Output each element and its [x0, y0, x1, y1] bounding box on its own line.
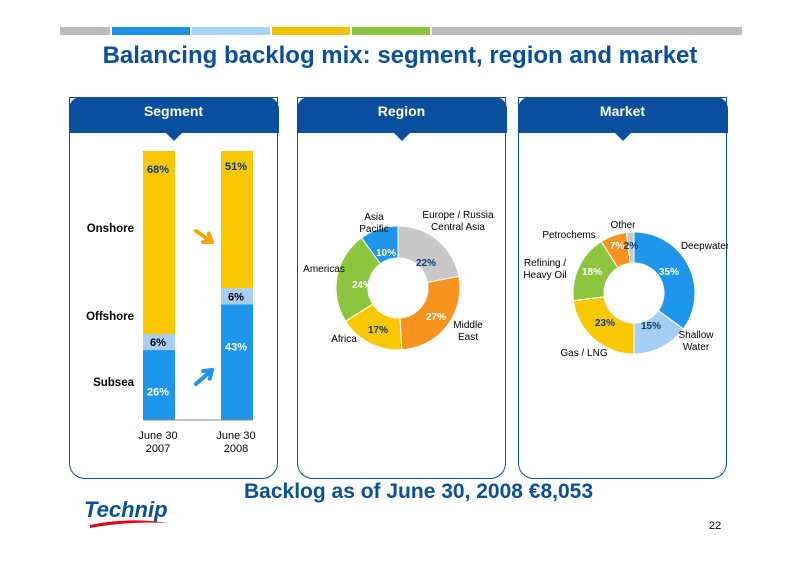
slide-title: Balancing backlog mix: segment, region a… [102, 42, 698, 69]
slice-name-label: Shallow Water [678, 330, 714, 353]
bar-offshore [143, 333, 175, 351]
bar-value-label: 43% [225, 342, 247, 354]
row-label-offshore: Offshore [86, 311, 134, 323]
bar-value-label: 26% [147, 387, 169, 399]
slice-pct-label: 10% [376, 248, 396, 259]
slice-pct-label: 23% [595, 318, 615, 329]
slice-pct-label: 18% [582, 267, 602, 278]
slice-pct-label: 2% [624, 241, 639, 252]
slice-name-label: Africa [331, 334, 357, 345]
slice-name-label: Petrochems [542, 230, 595, 241]
region-panel: Region Europe / Russia Central Asia 22% Mid… [296, 96, 507, 479]
logo-swoosh [90, 520, 168, 528]
donut-slice [360, 225, 399, 265]
slice-pct-label: 24% [352, 280, 372, 291]
top-bar-segment [192, 27, 270, 35]
slice-name-label: Other [610, 220, 636, 231]
top-bar-segment [432, 27, 742, 35]
donut-slice [399, 275, 461, 351]
segment-panel-header: Segment [68, 96, 279, 141]
region-donut-chart: Europe / Russia Central Asia 22% Middle East… [303, 210, 494, 351]
segment-bar-chart: 26% 43% 6% 6% 68% 51% Onshore Offshore Subsea Jun… [86, 151, 256, 455]
slice-pct-label: 7% [610, 241, 625, 252]
bar-onshore [143, 151, 175, 334]
technip-logo: Technip [84, 497, 168, 528]
slice-name-label: Middle East [453, 320, 483, 343]
bar-value-label: 6% [228, 291, 244, 303]
row-label-onshore: Onshore [87, 223, 134, 235]
region-header-label: Region [377, 102, 426, 119]
backlog-total: Backlog as of June 30, 2008 €8,053 [244, 480, 594, 503]
market-header-label: Market [599, 102, 646, 119]
market-donut-chart: Deepwater 35% Shallow Water 15% Gas / LNG 23% R… [523, 220, 728, 359]
slice-pct-label: 22% [416, 258, 436, 269]
bar-onshore [221, 151, 253, 289]
slice-pct-label: 15% [641, 321, 661, 332]
bar-value-label: 68% [147, 164, 169, 176]
slice-pct-label: 27% [426, 312, 446, 323]
donut-slice [397, 225, 460, 283]
slice-name-label: Asia Pacific [359, 212, 388, 235]
top-bar-segment [272, 27, 350, 35]
slice-name-label: Europe / Russia Central Asia [422, 210, 494, 233]
market-panel-header: Market [517, 96, 728, 141]
page-number: 22 [709, 520, 722, 532]
category-label: June 30 2007 [138, 430, 177, 455]
donut-slice [625, 231, 635, 264]
slice-name-label: Deepwater [681, 241, 728, 252]
slice-name-label: Gas / LNG [560, 348, 607, 359]
bar-value-label: 6% [150, 337, 166, 349]
trend-arrow-icon [194, 368, 214, 386]
segment-panel: Segment 26% 43% 6% 6% 68% 51% Onshore Offshore S… [68, 96, 279, 479]
bar-offshore [221, 288, 253, 305]
slice-pct-label: 35% [659, 267, 679, 278]
segment-header-label: Segment [143, 102, 204, 119]
top-bar-segment [60, 27, 110, 35]
region-panel-header: Region [296, 96, 507, 141]
donut-slice [633, 231, 696, 330]
donut-slice [335, 237, 382, 322]
bar-subsea [143, 350, 175, 420]
bar-value-label: 51% [225, 161, 247, 173]
market-panel: Market Deepwater 35% Shallow Water 15% Gas / … [517, 96, 728, 479]
top-bar-segment [112, 27, 190, 35]
logo-text: Technip [84, 497, 168, 522]
slice-name-label: Refining / Heavy Oil [523, 258, 566, 281]
bar-subsea [221, 304, 253, 420]
category-label: June 30 2008 [216, 430, 255, 455]
slice-name-label: Americas [303, 264, 345, 275]
top-bar-segment [352, 27, 430, 35]
row-label-subsea: Subsea [93, 377, 135, 389]
trend-arrow-icon [194, 229, 214, 244]
slice-pct-label: 17% [368, 325, 388, 336]
